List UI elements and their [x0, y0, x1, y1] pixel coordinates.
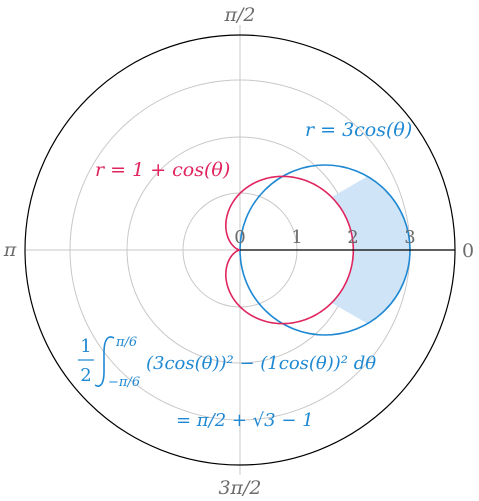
formula-upper-limit: π/6	[115, 335, 137, 350]
angle-label-bottom: 3π/2	[218, 477, 261, 499]
area-formula: 1 2 π/6 −π/6 (3cos(θ))² − (1cos(θ))² dθ …	[78, 335, 376, 431]
cardioid-curve-label: r = 1 + cos(θ)	[95, 159, 230, 181]
ring-label-0: 0	[234, 227, 245, 248]
formula-lower-limit: −π/6	[108, 375, 140, 390]
outer-boundary	[24, 34, 456, 466]
formula-fraction-denominator: 2	[80, 365, 91, 386]
integral-sign	[94, 336, 115, 387]
angle-label-top: π/2	[224, 4, 256, 26]
formula-result: = π/2 + √3 − 1	[176, 410, 314, 431]
formula-integrand: (3cos(θ))² − (1cos(θ))² dθ	[146, 353, 376, 374]
ring-label-3: 3	[404, 227, 415, 248]
circle-curve-label: r = 3cos(θ)	[305, 119, 412, 141]
formula-fraction-numerator: 1	[80, 336, 91, 357]
angle-label-right: 0	[462, 240, 474, 262]
angle-label-left: π	[3, 239, 17, 261]
ring-label-1: 1	[291, 227, 302, 248]
ring-label-2: 2	[347, 227, 358, 248]
